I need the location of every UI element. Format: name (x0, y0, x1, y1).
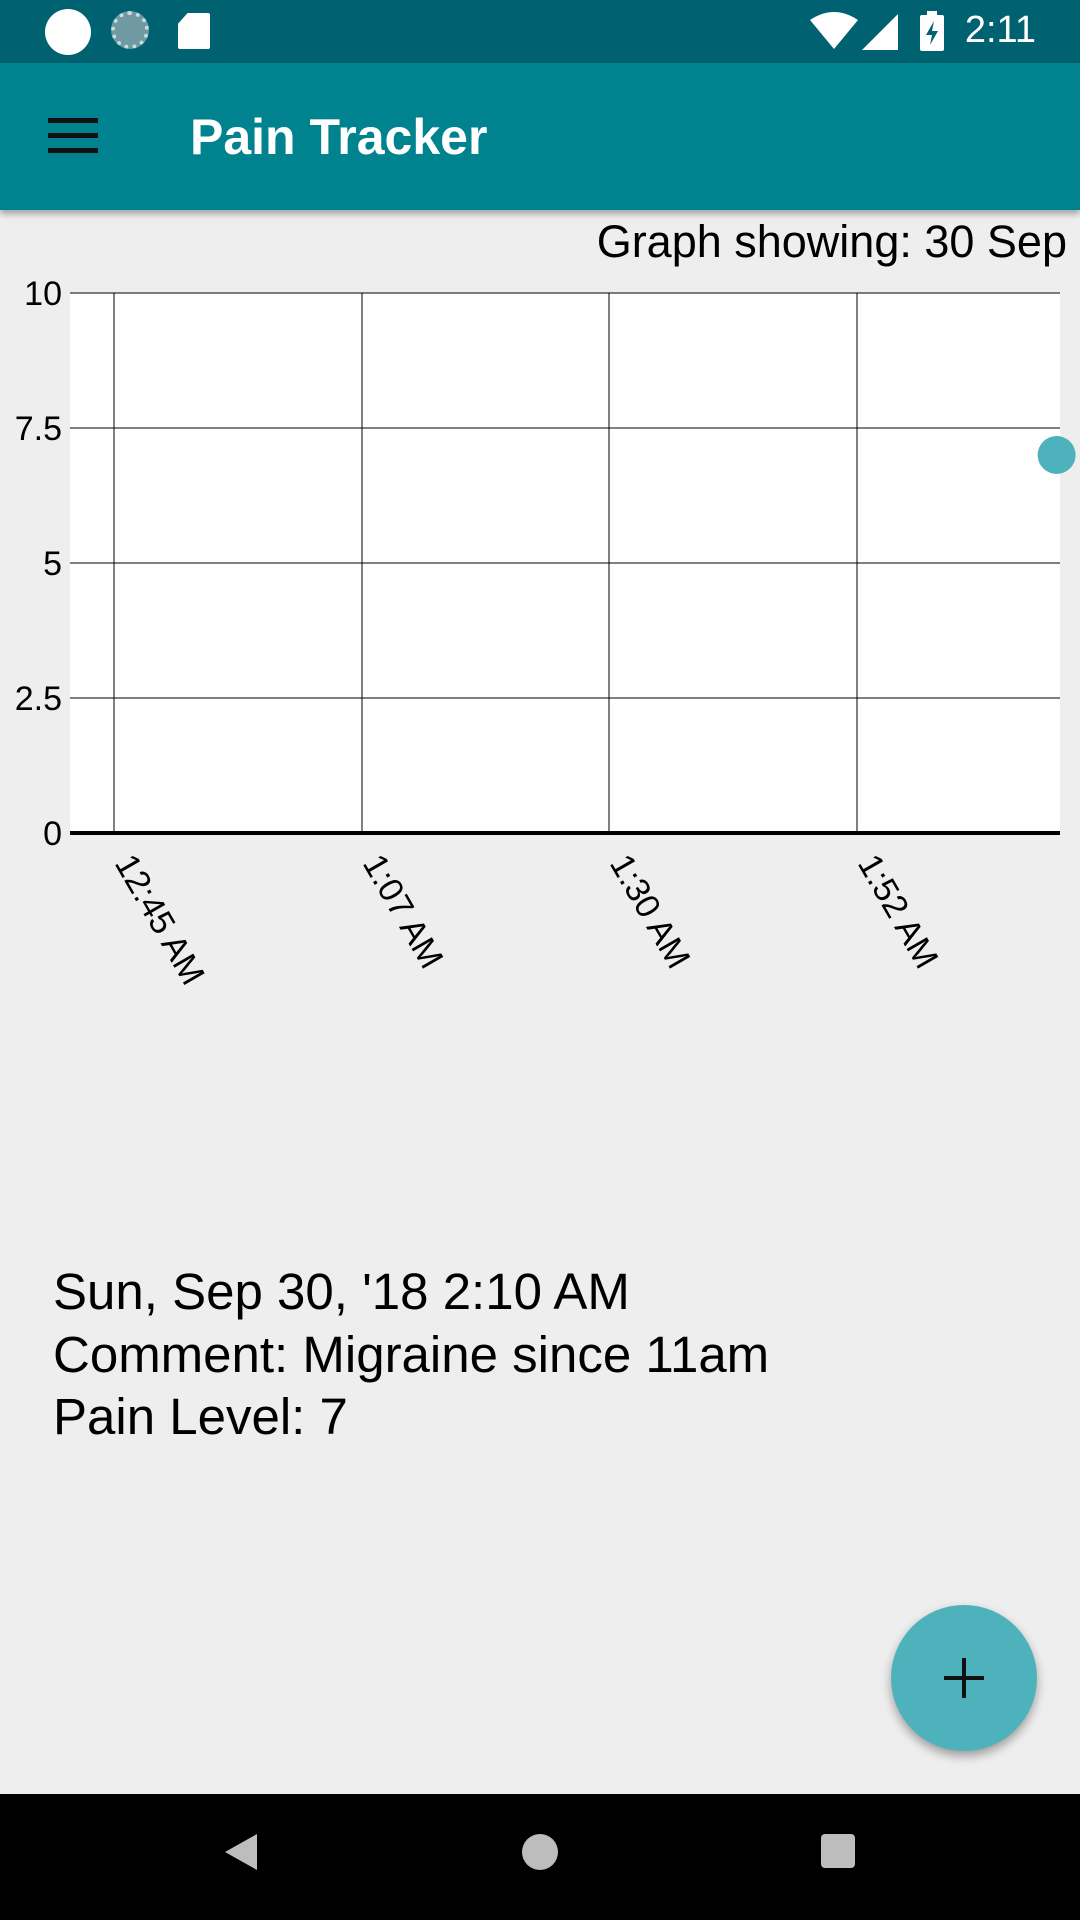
home-icon[interactable] (522, 1834, 558, 1870)
status-bar: 2:11 (0, 0, 1080, 63)
x-tick-label: 1:07 AM (355, 848, 450, 975)
recents-icon[interactable] (821, 1834, 855, 1868)
x-tick-label: 12:45 AM (107, 848, 212, 991)
navigation-bar (0, 1794, 1080, 1920)
menu-icon[interactable] (48, 118, 98, 154)
app-title: Pain Tracker (190, 109, 488, 165)
sync-icon (111, 11, 149, 49)
y-tick-label: 2.5 (15, 680, 62, 718)
sd-card-icon (178, 13, 210, 49)
y-tick-label: 0 (43, 815, 62, 853)
y-tick-label: 5 (43, 545, 62, 583)
status-time: 2:11 (964, 9, 1036, 51)
app-bar: Pain Tracker (0, 63, 1080, 210)
cell-signal-icon (862, 14, 898, 50)
data-point[interactable] (1037, 436, 1076, 474)
notification-dot-icon (45, 9, 91, 55)
battery-charging-icon (920, 11, 944, 51)
back-icon[interactable] (225, 1834, 257, 1870)
y-tick-label: 7.5 (15, 410, 62, 448)
graph-caption: Graph showing: 30 Sep (596, 216, 1067, 267)
pain-chart[interactable]: 0 2.5 5 7.5 10 12:45 AM 1:07 AM 1:30 AM 1:52 AM (0, 230, 1080, 1010)
entry-pain-level: Pain Level: 7 (53, 1388, 348, 1445)
add-entry-button[interactable] (891, 1605, 1037, 1751)
entry-date: Sun, Sep 30, '18 2:10 AM (53, 1263, 630, 1320)
x-tick-label: 1:52 AM (850, 848, 945, 975)
plus-icon (944, 1658, 984, 1698)
wifi-icon (810, 12, 858, 49)
y-tick-label: 10 (24, 275, 62, 313)
entry-comment: Comment: Migraine since 11am (53, 1326, 770, 1383)
x-tick-label: 1:30 AM (602, 848, 697, 975)
